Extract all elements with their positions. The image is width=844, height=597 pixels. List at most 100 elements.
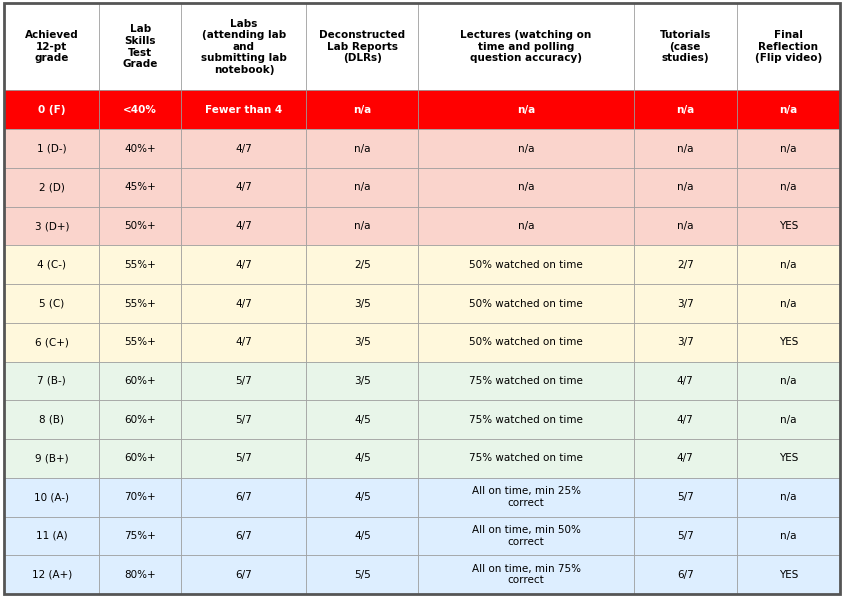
Text: 5/7: 5/7	[235, 415, 252, 424]
Bar	[737, 439, 840, 478]
Text: 75% watched on time: 75% watched on time	[469, 415, 583, 424]
Bar	[737, 207, 840, 245]
Text: 75% watched on time: 75% watched on time	[469, 454, 583, 463]
Text: 4/7: 4/7	[677, 415, 694, 424]
Bar	[634, 401, 737, 439]
Bar	[306, 129, 419, 168]
Text: 3/7: 3/7	[677, 337, 694, 347]
Text: 3/5: 3/5	[354, 376, 371, 386]
Bar	[737, 323, 840, 362]
Text: 50% watched on time: 50% watched on time	[469, 298, 583, 309]
Text: n/a: n/a	[779, 105, 798, 115]
Text: 9 (B+): 9 (B+)	[35, 454, 68, 463]
Bar	[181, 168, 306, 207]
Text: n/a: n/a	[354, 182, 371, 192]
Text: n/a: n/a	[780, 298, 797, 309]
Bar	[634, 245, 737, 284]
Bar	[634, 168, 737, 207]
Bar	[419, 555, 634, 594]
Text: Achieved
12-pt
grade: Achieved 12-pt grade	[24, 30, 78, 63]
Bar	[4, 3, 100, 91]
Text: 5/7: 5/7	[235, 454, 252, 463]
Text: n/a: n/a	[354, 221, 371, 231]
Text: 4/7: 4/7	[235, 143, 252, 153]
Text: 4 (C-): 4 (C-)	[37, 260, 66, 270]
Bar	[4, 284, 100, 323]
Text: YES: YES	[778, 221, 798, 231]
Bar	[181, 555, 306, 594]
Bar	[419, 439, 634, 478]
Bar	[419, 362, 634, 401]
Text: 3 (D+): 3 (D+)	[35, 221, 69, 231]
Bar	[4, 323, 100, 362]
Bar	[419, 323, 634, 362]
Bar	[100, 439, 181, 478]
Text: n/a: n/a	[354, 105, 371, 115]
Text: Labs
(attending lab
and
submitting lab
notebook): Labs (attending lab and submitting lab n…	[201, 19, 287, 75]
Bar	[306, 362, 419, 401]
Bar	[100, 245, 181, 284]
Text: 4/5: 4/5	[354, 492, 371, 502]
Bar	[4, 555, 100, 594]
Text: 2 (D): 2 (D)	[39, 182, 65, 192]
Text: n/a: n/a	[677, 143, 694, 153]
Bar	[181, 284, 306, 323]
Bar	[100, 129, 181, 168]
Bar	[4, 91, 100, 129]
Bar	[306, 168, 419, 207]
Bar	[100, 91, 181, 129]
Bar	[419, 284, 634, 323]
Bar	[181, 3, 306, 91]
Text: 6/7: 6/7	[235, 492, 252, 502]
Text: 1 (D-): 1 (D-)	[37, 143, 67, 153]
Bar	[100, 555, 181, 594]
Text: 6/7: 6/7	[677, 570, 694, 580]
Text: n/a: n/a	[677, 221, 694, 231]
Text: 6 (C+): 6 (C+)	[35, 337, 68, 347]
Bar	[4, 439, 100, 478]
Text: 5 (C): 5 (C)	[39, 298, 64, 309]
Bar	[737, 555, 840, 594]
Text: All on time, min 50%
correct: All on time, min 50% correct	[472, 525, 581, 547]
Text: 50% watched on time: 50% watched on time	[469, 260, 583, 270]
Text: n/a: n/a	[518, 221, 534, 231]
Bar	[419, 3, 634, 91]
Bar	[306, 284, 419, 323]
Bar	[4, 516, 100, 555]
Bar	[737, 245, 840, 284]
Bar	[4, 168, 100, 207]
Bar	[306, 207, 419, 245]
Text: 40%+: 40%+	[125, 143, 156, 153]
Bar	[306, 91, 419, 129]
Bar	[181, 478, 306, 516]
Text: 50% watched on time: 50% watched on time	[469, 337, 583, 347]
Bar	[4, 362, 100, 401]
Text: 75%+: 75%+	[124, 531, 156, 541]
Bar	[634, 362, 737, 401]
Text: YES: YES	[778, 454, 798, 463]
Bar	[634, 3, 737, 91]
Text: 8 (B): 8 (B)	[40, 415, 64, 424]
Text: 7 (B-): 7 (B-)	[37, 376, 66, 386]
Text: 5/7: 5/7	[677, 492, 694, 502]
Bar	[737, 478, 840, 516]
Text: 3/5: 3/5	[354, 337, 371, 347]
Text: 60%+: 60%+	[125, 376, 156, 386]
Text: 80%+: 80%+	[125, 570, 156, 580]
Bar	[737, 284, 840, 323]
Bar	[634, 439, 737, 478]
Text: Lab
Skills
Test
Grade: Lab Skills Test Grade	[122, 24, 158, 69]
Text: 4/7: 4/7	[235, 260, 252, 270]
Text: Lectures (watching on
time and polling
question accuracy): Lectures (watching on time and polling q…	[461, 30, 592, 63]
Text: 4/5: 4/5	[354, 454, 371, 463]
Bar	[419, 478, 634, 516]
Bar	[419, 207, 634, 245]
Bar	[634, 284, 737, 323]
Bar	[181, 401, 306, 439]
Text: n/a: n/a	[780, 143, 797, 153]
Bar	[100, 362, 181, 401]
Text: 55%+: 55%+	[124, 298, 156, 309]
Text: 3/5: 3/5	[354, 298, 371, 309]
Bar	[306, 245, 419, 284]
Text: n/a: n/a	[518, 143, 534, 153]
